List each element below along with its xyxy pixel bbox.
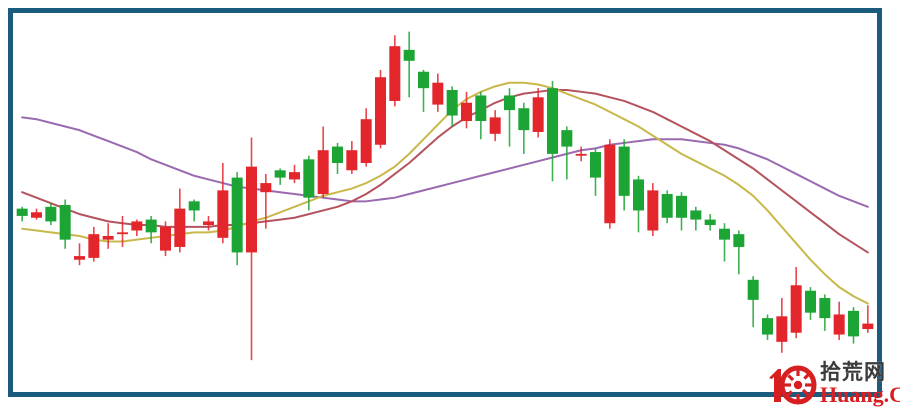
candle <box>690 206 702 231</box>
candle <box>45 203 57 226</box>
candle <box>131 219 143 236</box>
candle <box>704 214 716 231</box>
candle <box>303 155 315 211</box>
candle <box>88 226 100 262</box>
ma-medium-line <box>21 89 869 254</box>
candle <box>676 192 687 231</box>
candle <box>74 243 85 266</box>
ma-long-line <box>21 116 869 208</box>
candle <box>160 221 171 257</box>
candle <box>805 287 816 320</box>
candle <box>461 91 472 129</box>
candle <box>188 199 200 222</box>
candle <box>289 164 300 184</box>
chart-canvas <box>16 31 874 361</box>
candle <box>102 223 114 249</box>
candle <box>260 173 272 229</box>
candle <box>618 139 630 211</box>
candle <box>719 223 730 262</box>
candle <box>332 142 343 174</box>
candle <box>547 80 558 182</box>
candle <box>633 175 644 233</box>
ma-short-line <box>21 81 869 305</box>
candle <box>16 206 28 222</box>
candle <box>174 188 186 253</box>
candle <box>418 69 429 112</box>
candle <box>833 301 845 341</box>
candle <box>575 146 587 162</box>
candle-series <box>16 31 874 361</box>
candle <box>432 73 444 112</box>
candle <box>231 172 243 266</box>
candle <box>819 294 831 331</box>
candle <box>446 86 458 127</box>
candle <box>518 102 530 154</box>
candle <box>590 148 601 196</box>
candle <box>604 139 616 229</box>
candle <box>389 35 401 107</box>
candle <box>647 183 659 236</box>
candle <box>360 108 372 167</box>
candle <box>274 168 286 185</box>
candle <box>532 88 544 138</box>
candle <box>246 137 257 361</box>
candle <box>59 199 71 249</box>
candle <box>790 267 802 339</box>
candle <box>31 208 42 220</box>
candle <box>317 126 329 198</box>
candle <box>403 31 415 98</box>
candle <box>661 190 673 224</box>
candle <box>346 141 358 174</box>
candle <box>117 215 128 247</box>
candle <box>203 215 214 231</box>
candle <box>475 91 487 140</box>
candle <box>848 307 859 344</box>
candlestick-chart <box>13 13 877 392</box>
candle <box>776 298 788 353</box>
candle <box>733 230 745 275</box>
candle <box>217 163 229 244</box>
candle <box>561 126 573 180</box>
candle <box>762 314 773 341</box>
candle <box>375 69 386 149</box>
candle <box>747 276 759 328</box>
candle <box>489 110 501 142</box>
candle <box>862 305 874 333</box>
candle <box>504 88 515 147</box>
candle <box>145 215 157 244</box>
chart-frame: 拾荒网 Huang.CN <box>8 8 900 406</box>
